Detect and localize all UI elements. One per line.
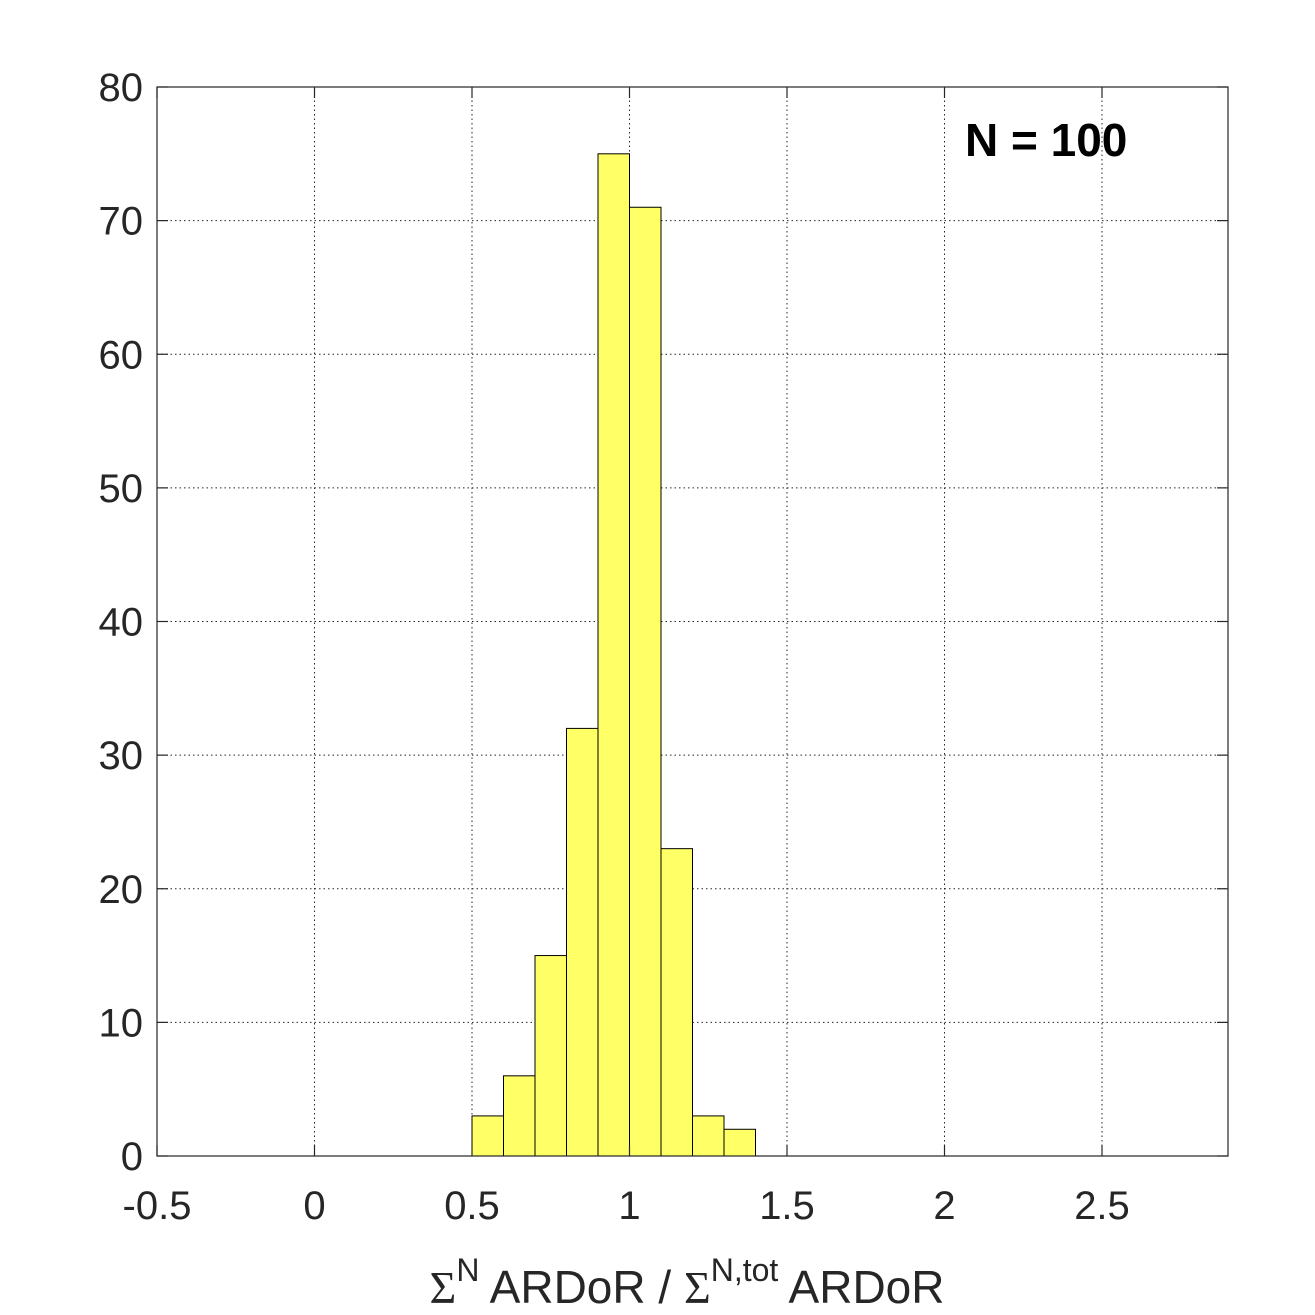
x-tick-label: 0 [303, 1184, 325, 1228]
histogram-bar [723, 1128, 756, 1157]
y-tick-label: 60 [99, 333, 144, 377]
y-tick-label: 20 [99, 868, 144, 912]
x-axis-label-sigma-1: Σ [430, 1262, 457, 1313]
histogram-bar [503, 1075, 536, 1157]
histogram-bar [597, 153, 630, 1157]
x-tick-labels: -0.5 0 0.5 1 1.5 2 2.5 [123, 1184, 1130, 1228]
x-axis-label-superscript-2: N,tot [711, 1252, 779, 1288]
histogram-bar [471, 1115, 504, 1157]
x-axis-label-middle: ARDoR / [479, 1261, 684, 1313]
axis-ticks [156, 86, 1228, 1157]
y-tick-label: 10 [99, 1001, 144, 1045]
y-tick-label: 70 [99, 200, 144, 244]
histogram-bar [692, 1115, 725, 1157]
x-tick-label: 2 [933, 1184, 955, 1228]
x-tick-label: 0.5 [444, 1184, 500, 1228]
y-tick-label: 40 [99, 601, 144, 645]
histogram-bar [660, 848, 693, 1157]
x-axis-label: ΣN ARDoR / ΣN,tot ARDoR [430, 1252, 945, 1313]
x-tick-label: -0.5 [123, 1184, 192, 1228]
x-axis-label-superscript-1: N [456, 1252, 479, 1288]
histogram-bar [629, 206, 662, 1157]
y-tick-labels: 0 10 20 30 40 50 60 70 80 [99, 66, 144, 1179]
x-tick-label: 1.5 [759, 1184, 815, 1228]
histogram-bars [471, 153, 756, 1157]
y-tick-label: 50 [99, 467, 144, 511]
y-tick-label: 0 [121, 1135, 143, 1179]
x-axis-label-end: ARDoR [778, 1261, 944, 1313]
x-tick-label: 1 [618, 1184, 640, 1228]
y-tick-label: 30 [99, 734, 144, 778]
y-tick-label: 80 [99, 66, 144, 110]
histogram-bar [566, 727, 599, 1157]
x-tick-label: 2.5 [1074, 1184, 1130, 1228]
annotation-n: N = 100 [965, 114, 1127, 166]
x-axis-label-sigma-2: Σ [684, 1262, 711, 1313]
histogram-bar [534, 955, 567, 1157]
